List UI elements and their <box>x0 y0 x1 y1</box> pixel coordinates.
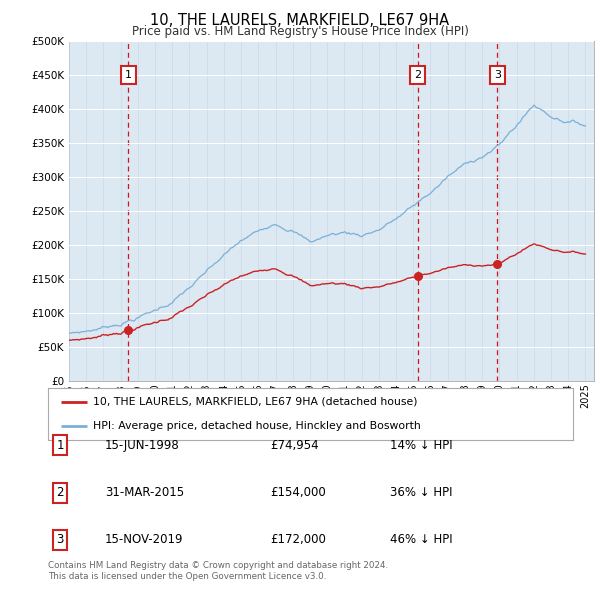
Text: 15-JUN-1998: 15-JUN-1998 <box>105 439 180 452</box>
Text: Price paid vs. HM Land Registry's House Price Index (HPI): Price paid vs. HM Land Registry's House … <box>131 25 469 38</box>
Text: £74,954: £74,954 <box>270 439 319 452</box>
Text: 14% ↓ HPI: 14% ↓ HPI <box>390 439 452 452</box>
Text: 36% ↓ HPI: 36% ↓ HPI <box>390 486 452 499</box>
Text: 31-MAR-2015: 31-MAR-2015 <box>105 486 184 499</box>
Text: £154,000: £154,000 <box>270 486 326 499</box>
Text: 2: 2 <box>56 486 64 499</box>
Text: £172,000: £172,000 <box>270 533 326 546</box>
Text: 10, THE LAURELS, MARKFIELD, LE67 9HA: 10, THE LAURELS, MARKFIELD, LE67 9HA <box>151 13 449 28</box>
Text: 2: 2 <box>414 70 421 80</box>
Text: 10, THE LAURELS, MARKFIELD, LE67 9HA (detached house): 10, THE LAURELS, MARKFIELD, LE67 9HA (de… <box>92 396 417 407</box>
Text: 3: 3 <box>494 70 501 80</box>
Text: 46% ↓ HPI: 46% ↓ HPI <box>390 533 452 546</box>
Text: HPI: Average price, detached house, Hinckley and Bosworth: HPI: Average price, detached house, Hinc… <box>92 421 421 431</box>
Text: 1: 1 <box>125 70 132 80</box>
Text: This data is licensed under the Open Government Licence v3.0.: This data is licensed under the Open Gov… <box>48 572 326 581</box>
Text: 1: 1 <box>56 439 64 452</box>
Text: 3: 3 <box>56 533 64 546</box>
Text: Contains HM Land Registry data © Crown copyright and database right 2024.: Contains HM Land Registry data © Crown c… <box>48 560 388 569</box>
Text: 15-NOV-2019: 15-NOV-2019 <box>105 533 184 546</box>
